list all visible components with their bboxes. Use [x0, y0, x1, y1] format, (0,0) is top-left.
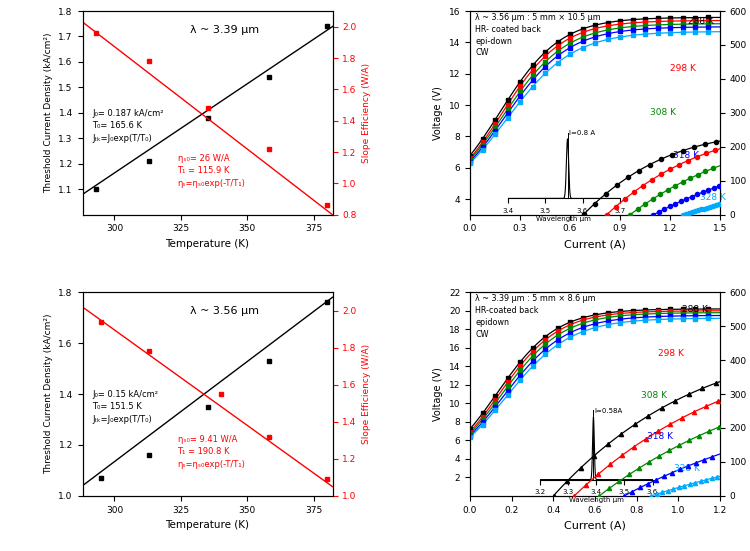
Text: J₀= 0.187 kA/cm²
T₀= 165.6 K
Jₜₖ=J₀exp(T/T₀): J₀= 0.187 kA/cm² T₀= 165.6 K Jₜₖ=J₀exp(T…: [92, 109, 164, 143]
Text: 308 K: 308 K: [640, 391, 667, 400]
Y-axis label: Slope Efficiency (W/A): Slope Efficiency (W/A): [362, 63, 371, 163]
Y-axis label: Slope Efficiency (W/A): Slope Efficiency (W/A): [362, 344, 371, 444]
X-axis label: Current (A): Current (A): [564, 239, 626, 249]
Y-axis label: Voltage (V): Voltage (V): [433, 86, 443, 140]
Y-axis label: Voltage (V): Voltage (V): [433, 367, 443, 421]
Text: λ ~ 3.56 μm: λ ~ 3.56 μm: [190, 306, 260, 316]
Text: 318 K: 318 K: [674, 151, 699, 160]
Text: 328 K: 328 K: [700, 193, 726, 202]
Text: 298 K: 298 K: [658, 349, 683, 358]
Y-axis label: Threshold Current Density (kA/cm²): Threshold Current Density (kA/cm²): [44, 314, 52, 474]
Y-axis label: Threshold Current Density (kA/cm²): Threshold Current Density (kA/cm²): [44, 33, 52, 193]
Text: 308 K: 308 K: [650, 109, 676, 117]
Text: λ ~ 3.56 μm : 5 mm × 10.5 μm
HR- coated back
epi-down
CW: λ ~ 3.56 μm : 5 mm × 10.5 μm HR- coated …: [475, 13, 601, 57]
Text: J₀= 0.15 kA/cm²
T₀= 151.5 K
Jₜₖ=J₀exp(T/T₀): J₀= 0.15 kA/cm² T₀= 151.5 K Jₜₖ=J₀exp(T/…: [92, 390, 158, 424]
Text: 288 K: 288 K: [688, 17, 714, 26]
Text: 288 K: 288 K: [682, 305, 708, 314]
Text: λ ~ 3.39 μm: λ ~ 3.39 μm: [190, 25, 260, 35]
X-axis label: Temperature (K): Temperature (K): [166, 239, 250, 249]
Text: ηₛ₀= 9.41 W/A
T₁ = 190.8 K
ηₛ=ηₛ₀exp(-T/T₁): ηₛ₀= 9.41 W/A T₁ = 190.8 K ηₛ=ηₛ₀exp(-T/…: [178, 435, 245, 469]
Text: ηₛ₀= 26 W/A
T₁ = 115.9 K
ηₛ=ηₛ₀exp(-T/T₁): ηₛ₀= 26 W/A T₁ = 115.9 K ηₛ=ηₛ₀exp(-T/T₁…: [178, 154, 245, 188]
X-axis label: Current (A): Current (A): [564, 520, 626, 530]
Text: 328 K: 328 K: [674, 464, 700, 473]
Text: λ ~ 3.39 μm : 5 mm × 8.6 μm
HR-coated back
epidown
CW: λ ~ 3.39 μm : 5 mm × 8.6 μm HR-coated ba…: [475, 294, 596, 339]
Text: 298 K: 298 K: [670, 64, 696, 73]
Text: 318 K: 318 K: [647, 432, 673, 441]
X-axis label: Temperature (K): Temperature (K): [166, 520, 250, 530]
